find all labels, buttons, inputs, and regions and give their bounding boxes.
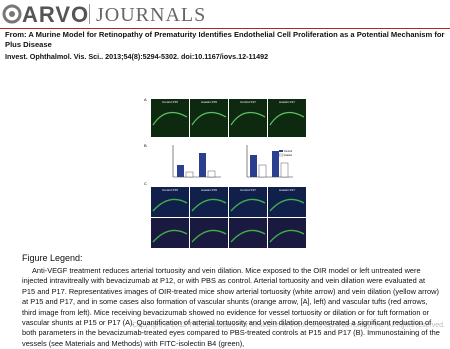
micrograph — [190, 218, 228, 248]
vessel — [269, 229, 305, 243]
vessel — [152, 111, 188, 126]
vessel — [152, 198, 188, 212]
image-label: Control P17 — [240, 100, 256, 104]
legend-label: Control — [284, 150, 293, 153]
vessel — [269, 198, 305, 212]
image-label: Avastin P17 — [279, 188, 295, 192]
vessel — [230, 229, 266, 243]
citation: Invest. Ophthalmol. Vis. Sci.. 2013;54(8… — [5, 52, 269, 61]
micrograph — [151, 187, 189, 217]
vessel — [191, 111, 227, 126]
image-label: Avastin P17 — [279, 100, 295, 104]
vessel — [152, 229, 188, 243]
panel-label: A — [144, 97, 147, 102]
micrograph — [190, 187, 228, 217]
legend-text: Anti-VEGF treatment reduces arterial tor… — [22, 266, 440, 348]
micrograph — [268, 99, 306, 137]
vessel — [191, 229, 227, 243]
micrograph — [229, 187, 267, 217]
footer: Copyright © 2013 The Association for Res… — [132, 322, 445, 329]
logo-icon — [2, 4, 22, 24]
header: ARVO JOURNALS — [0, 0, 450, 29]
image-label: Control P15 — [162, 100, 178, 104]
image-label: Control P15 — [162, 188, 178, 192]
micrograph — [268, 218, 306, 248]
legend-heading: Figure Legend: — [22, 253, 83, 263]
micrograph — [151, 99, 189, 137]
vessel — [269, 111, 305, 126]
vessel — [230, 198, 266, 212]
vessel — [191, 198, 227, 212]
image-label: Control P17 — [240, 188, 256, 192]
micrograph — [190, 99, 228, 137]
image-label: Avastin P15 — [201, 188, 217, 192]
legend-label: Avastin — [284, 154, 293, 157]
image-label: Avastin P15 — [201, 100, 217, 104]
micrograph — [229, 99, 267, 137]
figure: Control P15 Avastin P15 Control P17 Avastin… — [143, 95, 308, 250]
separator — [89, 4, 90, 24]
logo: ARVO — [22, 2, 90, 27]
chart-thumbnail: Control Avastin — [172, 145, 293, 178]
micrograph — [229, 218, 267, 248]
title: From: A Murine Model for Retinopathy of … — [5, 30, 445, 49]
micrograph — [151, 218, 189, 248]
panel-label: C — [144, 181, 147, 186]
panel-label: B — [144, 143, 147, 148]
micrograph — [268, 187, 306, 217]
logo: JOURNALS — [96, 4, 207, 26]
vessel — [230, 111, 266, 126]
